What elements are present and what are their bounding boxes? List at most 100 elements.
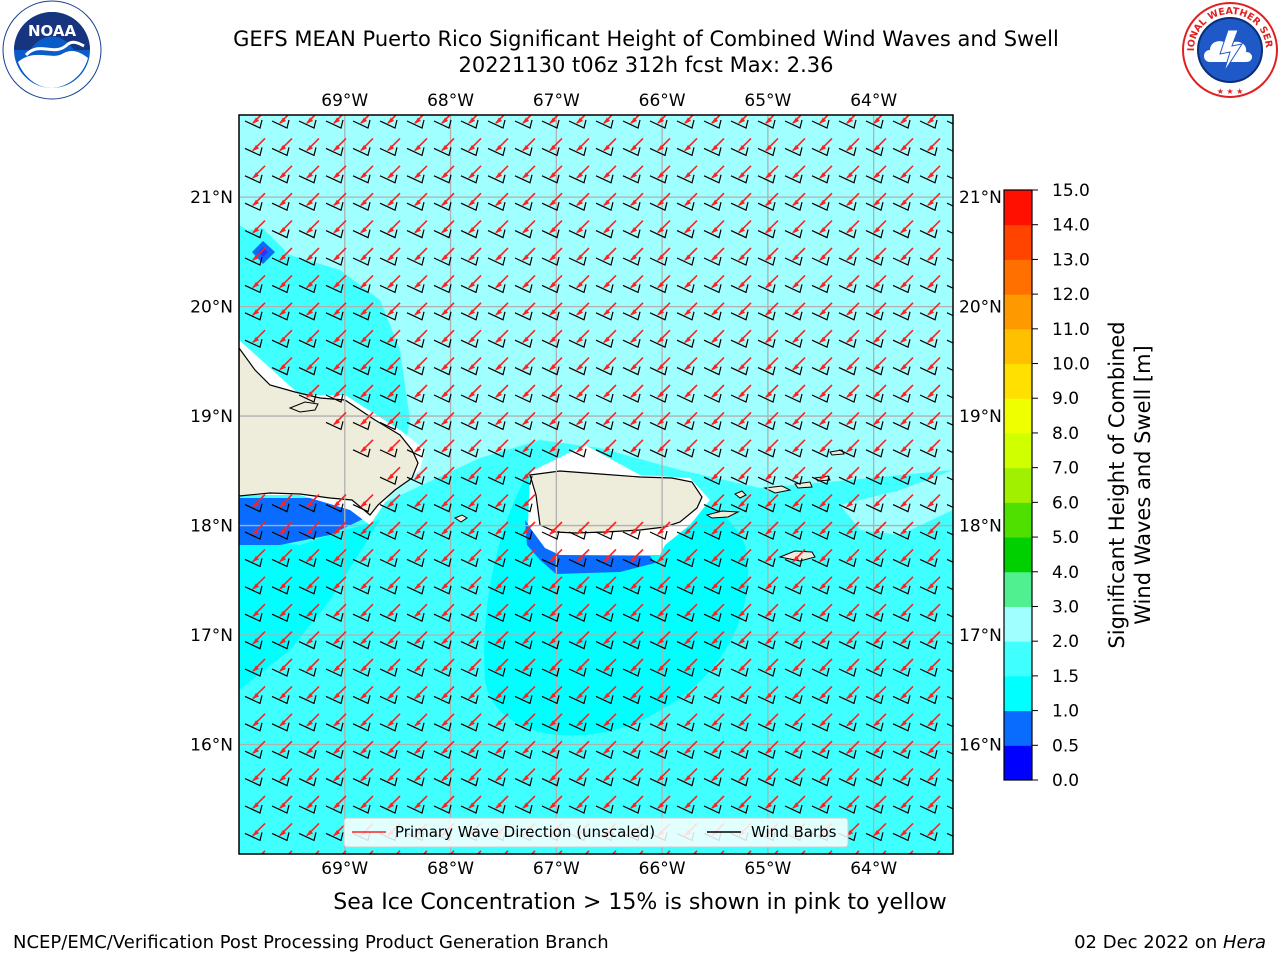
wave-direction-arrowhead [576,528,583,535]
wind-barb [811,229,830,239]
wave-direction-arrow [584,850,590,854]
wave-direction-arrowhead [333,802,340,809]
wave-direction-arrowhead [900,117,907,124]
wind-barb [596,860,613,868]
wave-direction-arrowhead [468,418,475,426]
wave-direction-arrowhead [927,802,934,809]
wind-barb [649,640,668,650]
wind-barb [919,284,938,294]
wind-barb [379,366,398,376]
wave-direction-arrow [422,850,428,854]
wave-direction-arrowhead [711,638,718,645]
wind-barb [919,695,938,705]
wind-barb [730,695,749,705]
wave-direction-arrow [955,221,967,233]
wind-barb [487,393,506,403]
wind-barb [406,284,425,294]
wind-barb [352,804,371,814]
wind-barb [568,147,587,157]
wave-direction-arrowhead [711,610,718,618]
wind-barb [352,311,371,321]
wave-direction-arrowhead [549,281,556,289]
wind-barb [487,147,506,157]
wind-barb [406,476,425,486]
wave-direction-arrowhead [468,117,475,124]
wave-direction-arrowhead [522,775,529,782]
wind-barb [595,229,614,239]
wind-barb [622,256,641,266]
wind-barb [379,585,398,595]
colorbar-tick-label: 1.5 [1052,667,1079,687]
wind-barb [919,202,938,212]
wave-direction-arrowhead [954,227,961,234]
wave-direction-arrowhead [549,144,556,152]
wind-barb [703,311,722,321]
wave-direction-arrowhead [900,501,907,508]
wave-direction-arrowhead [306,199,313,207]
wind-barb [595,448,614,458]
wind-barb [676,421,695,431]
wave-direction-arrowhead [414,117,421,124]
wave-direction-arrow [955,358,967,370]
wave-direction-arrowhead [279,857,286,864]
wind-barb [757,695,776,705]
wind-barb [919,613,938,623]
wave-direction-arrowhead [522,555,529,563]
wind-barb [407,860,424,868]
lat-tick-label: 19°N [190,407,233,427]
wave-direction-arrowhead [603,857,610,864]
wave-direction-arrowhead [522,638,529,645]
wind-barb [649,284,668,294]
wind-barb [595,202,614,212]
colorbar-tick-label: 0.0 [1052,771,1079,791]
wave-direction-arrowhead [684,692,691,700]
wave-direction-arrowhead [333,665,340,672]
wind-barb [460,476,479,486]
wind-barb [595,147,614,157]
wave-direction-arrowhead [927,144,934,152]
wave-direction-arrowhead [333,199,340,207]
wave-direction-arrowhead [819,720,826,727]
wave-direction-arrowhead [711,117,718,124]
wave-direction-arrowhead [522,857,529,864]
wave-direction-arrowhead [900,747,907,755]
wave-direction-arrowhead [846,254,853,261]
wind-barb [784,421,803,431]
wave-direction-arrowhead [252,254,259,261]
wave-direction-arrowhead [900,829,907,837]
wind-barb [271,558,290,568]
wave-direction-arrowhead [414,528,421,535]
wind-barb [406,311,425,321]
wave-direction-arrowhead [333,144,340,152]
wind-barb [757,448,776,458]
wave-direction-arrowhead [495,473,502,481]
wind-barb [730,393,749,403]
wave-direction-arrowhead [738,199,745,207]
wave-direction-arrowhead [819,583,826,590]
wave-direction-arrowhead [927,665,934,672]
wave-direction-arrow [638,850,644,854]
wave-direction-arrowhead [387,775,394,782]
wind-barb [865,476,884,486]
wind-barb [271,229,290,239]
wave-direction-arrowhead [846,583,853,590]
wind-barb [244,722,263,732]
wind-barb [380,860,397,868]
wave-direction-arrowhead [441,144,448,152]
wind-barb [379,284,398,294]
wind-barb [379,695,398,705]
wave-direction-arrowhead [765,665,772,672]
wave-direction-arrowhead [522,501,529,508]
wave-direction-arrowhead [900,610,907,618]
wind-barb [325,284,344,294]
wave-direction-arrowhead [819,555,826,563]
wave-direction-arrowhead [657,199,664,207]
map-subtitle: 20221130 t06z 312h fcst Max: 2.36 [458,53,834,77]
colorbar-segment [1004,710,1032,746]
colorbar-segment [1004,259,1032,295]
wave-direction-arrowhead [306,555,313,563]
wave-direction-arrowhead [603,336,610,344]
wave-direction-arrowhead [333,172,340,179]
wave-direction-arrowhead [684,720,691,727]
wave-direction-arrowhead [279,117,286,124]
